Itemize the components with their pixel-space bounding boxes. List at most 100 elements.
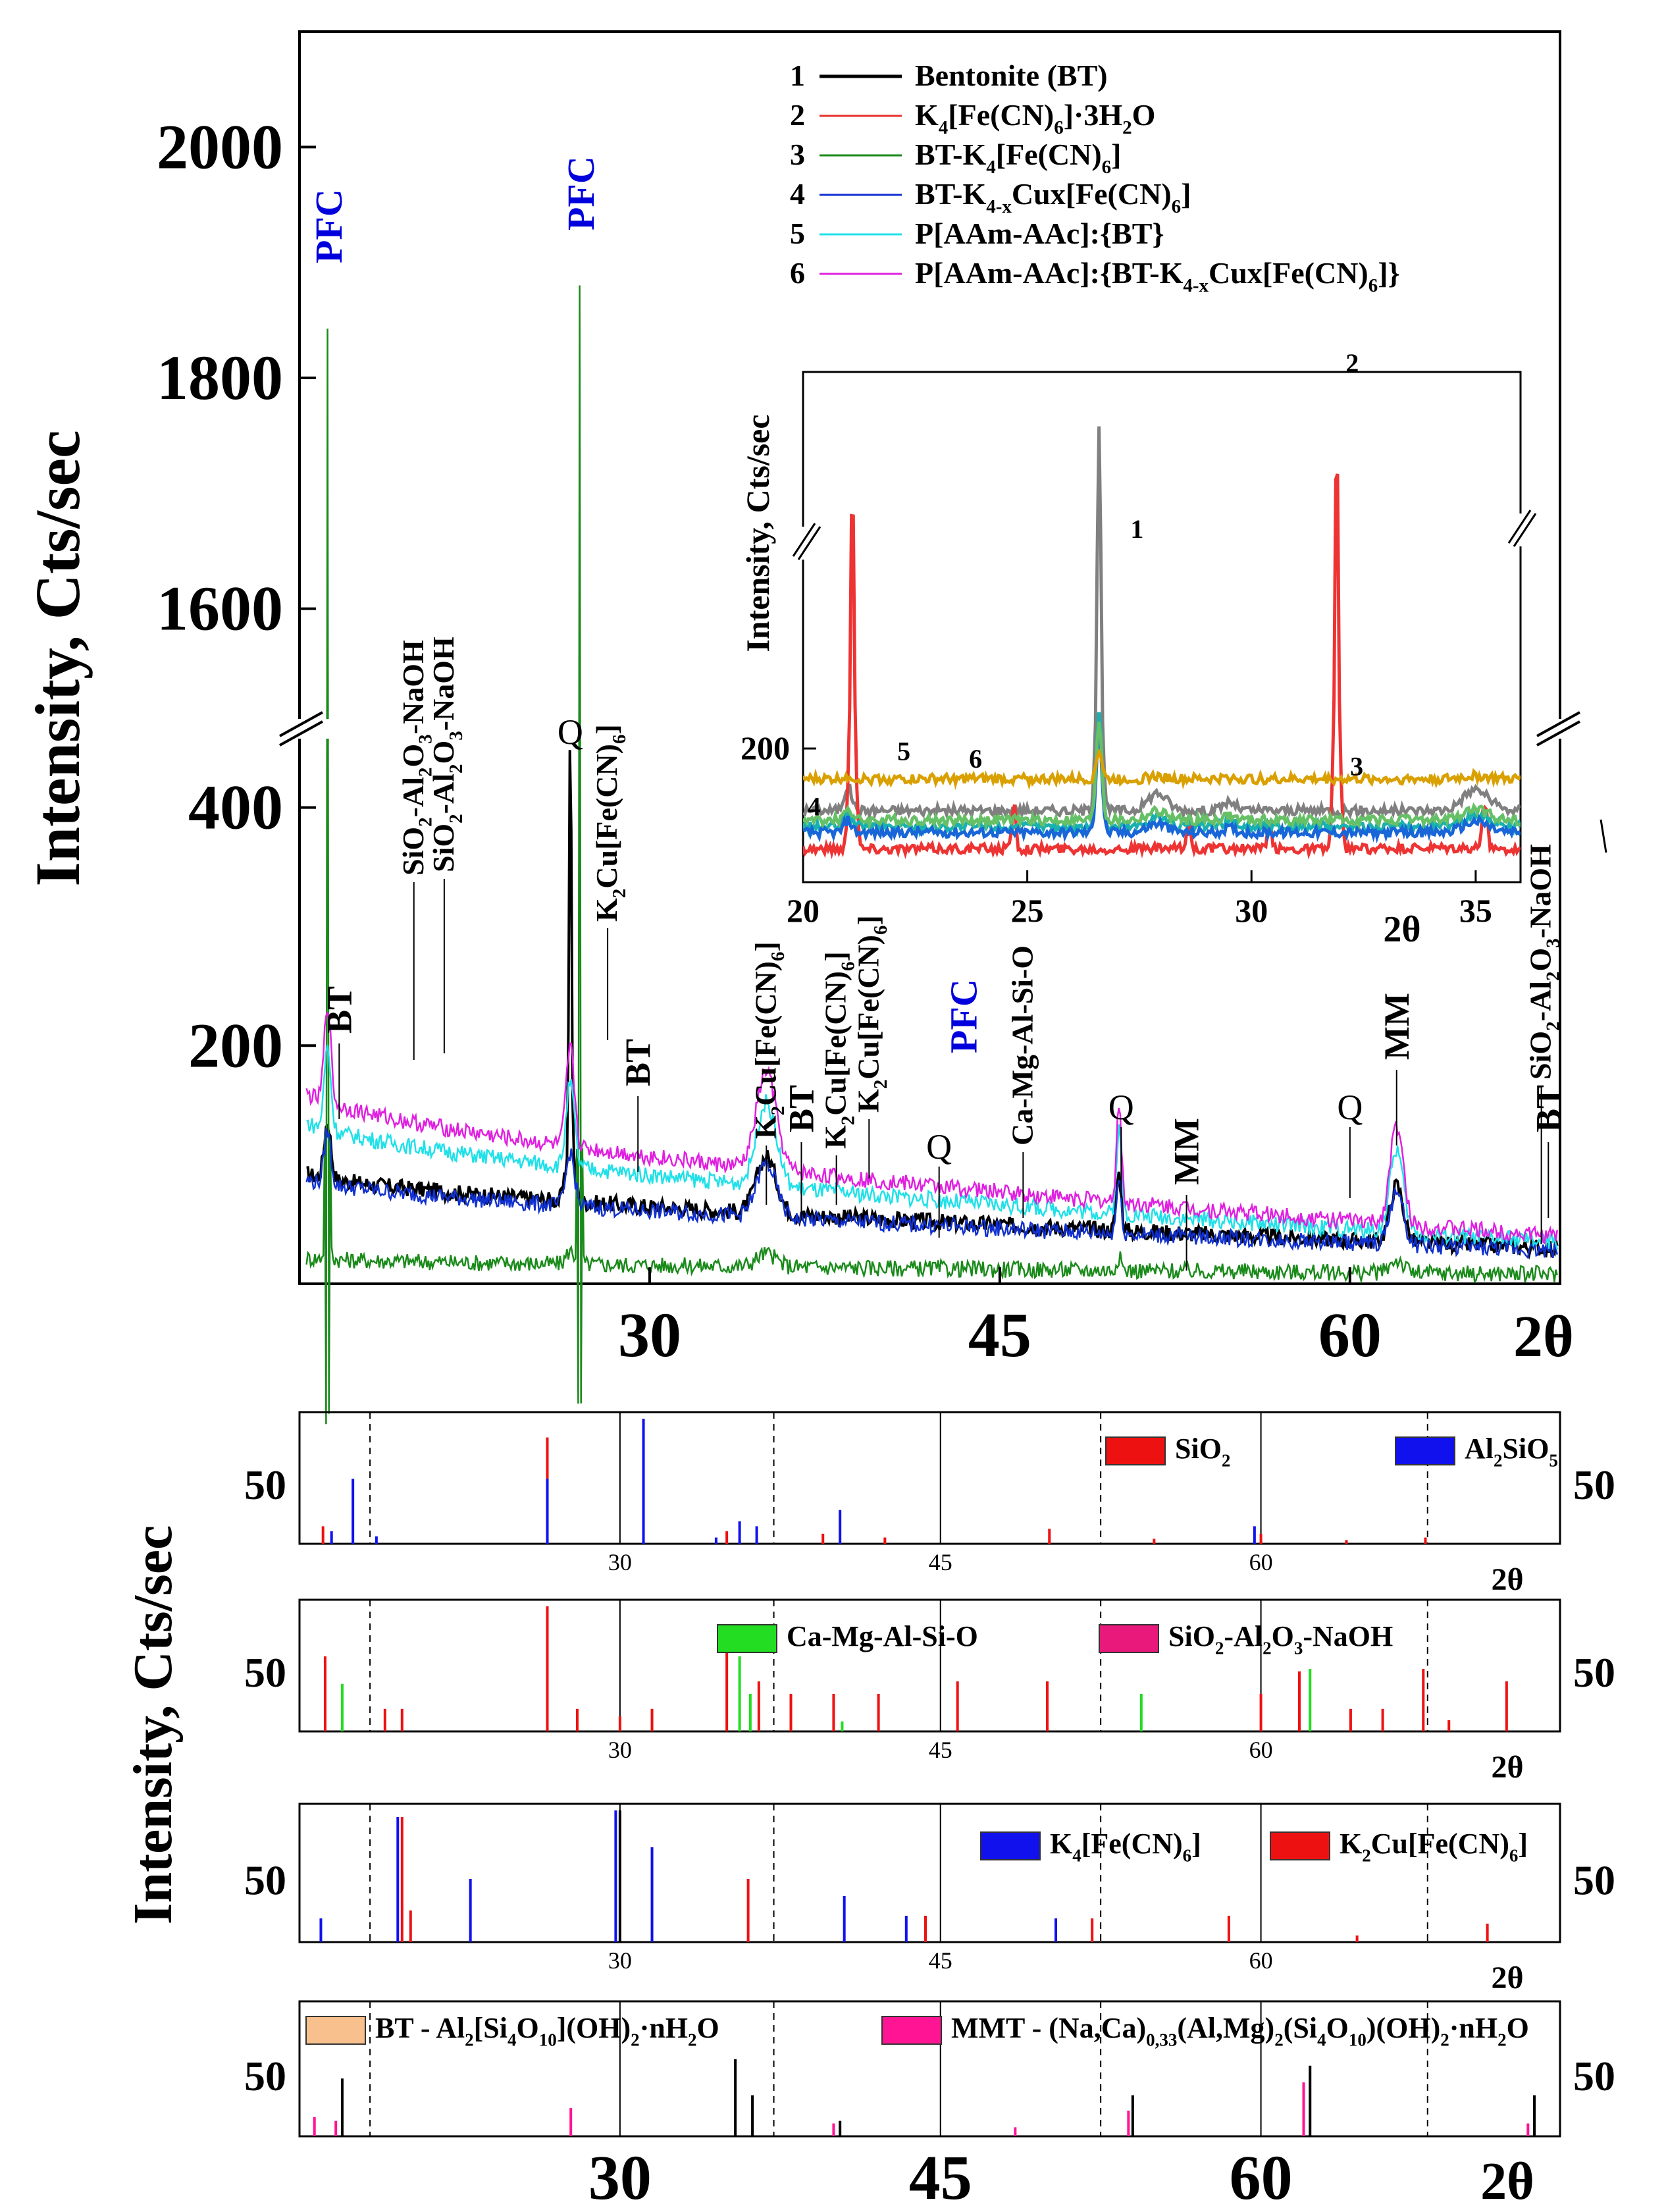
text-span: K [819, 1125, 852, 1149]
annotation-phase: MM [1167, 1118, 1207, 1185]
annotation-formula: Ca-Mg-Al-Si-O [1005, 945, 1039, 1146]
series-line-4 [305, 1011, 1558, 1245]
text-span: -NaOH [1303, 1620, 1393, 1652]
subscript-text: 3 [1543, 938, 1564, 948]
reference-legend-label: Al2​SiO5​ [1465, 1433, 1558, 1470]
subscript-text: 2 [688, 2030, 697, 2049]
annotation-label: Q [1337, 1088, 1363, 1127]
inset-plot-frame [802, 371, 1522, 883]
subscript-text: 4 [508, 2030, 517, 2049]
subscript-text: 2 [415, 817, 436, 827]
inset-series-line-3 [803, 712, 1521, 838]
text-span: SiO [1168, 1620, 1215, 1652]
text-span: ·nH [640, 2012, 688, 2044]
x-tick-label: 30 [618, 1300, 681, 1370]
main-x-ticks: 30 45 60 [618, 1267, 1382, 1370]
reference-y-tick-label-left: 50 [244, 1857, 286, 1904]
text-span: [Si [474, 2012, 508, 2044]
subscript-text: 4 [1317, 2030, 1326, 2049]
subscript-text: 4-x [986, 196, 1012, 217]
legend-number: 3 [790, 138, 805, 171]
text-span: BT-K [915, 177, 986, 211]
annotation-label: Q [926, 1127, 952, 1167]
annotation-label: BT [781, 1085, 821, 1132]
inset-series-line-4 [803, 731, 1521, 844]
text-span: Cu[Fe(CN) [819, 971, 852, 1116]
text-span: K [1340, 1828, 1362, 1860]
text-span: Cu[Fe(CN) [590, 744, 623, 889]
annotation-phase: MM [1377, 993, 1417, 1060]
y-tick-label: 1800 [157, 342, 283, 413]
inset-axis-break-marks [790, 510, 1537, 560]
legend-label: BT-K4​[Fe(CN)6​] [915, 138, 1122, 178]
subscript-text: 2 [1122, 117, 1132, 138]
text-span: -Al [1524, 981, 1557, 1021]
legend-number: 4 [790, 177, 805, 211]
subscript-text: 2 [1222, 1450, 1231, 1470]
text-span: ] [1191, 1828, 1201, 1860]
annotation-label: BT [319, 986, 359, 1034]
reference-x-axis-label: 2θ [1491, 1562, 1523, 1597]
x-tick-label: 45 [968, 1300, 1031, 1370]
legend-label: K4​[Fe(CN)6​]·3H2​O [915, 98, 1155, 138]
annotation-formula: K2​Cu[Fe(CN)6​] [748, 941, 789, 1139]
text-span: SiO [1503, 1433, 1549, 1465]
legend-number: 5 [790, 217, 805, 250]
reference-legend-swatch [980, 1831, 1041, 1860]
text-span: O [427, 741, 460, 764]
peak-annotations: PFCPFCQBTSiO2​-Al2​O3​-NaOHSiO2​-Al2​O3​… [307, 156, 1568, 1271]
text-span: -NaOH [427, 637, 460, 731]
subscript-text: 2 [631, 2030, 640, 2049]
inset-series-label: 5 [897, 736, 910, 766]
subscript-text: 2 [1543, 972, 1564, 982]
text-span: ](OH) [557, 2012, 631, 2044]
reference-x-tick-label: 45 [929, 1737, 952, 1763]
annotation-phase: BT [618, 1039, 658, 1086]
reference-x-tick-label: 60 [1249, 1737, 1273, 1763]
text-span: O [1272, 1620, 1294, 1652]
reference-legend-label: SiO2​ [1175, 1433, 1230, 1470]
text-span: K [590, 898, 623, 922]
text-span: SiO [396, 827, 430, 876]
subscript-text: 2 [1263, 1638, 1272, 1658]
subscript-text: 2 [446, 814, 467, 824]
inset-series-labels: 1 2 3 4 5 6 [808, 348, 1363, 822]
text-span: ] [1181, 177, 1191, 211]
inset-series-label: 2 [1345, 348, 1359, 378]
text-span: -Al [1224, 1620, 1263, 1652]
text-span: Cux[Fe(CN) [1012, 177, 1172, 211]
subscript-text: 6 [838, 962, 859, 972]
subscript-text: 2 [1543, 1021, 1564, 1031]
subscript-text: 10 [1349, 2030, 1367, 2049]
legend-number: 1 [790, 59, 805, 92]
legend-number: 2 [790, 98, 805, 132]
annotation-label: SiO2​-Al2​O3​-NaOH [396, 640, 436, 876]
annotation-label: Q [558, 712, 583, 752]
reference-y-tick-label-left: 50 [244, 1462, 286, 1508]
text-span: Ca-Mg-Al-Si-O [1005, 945, 1039, 1146]
main-y-axis-label: Intensity, Cts/sec [22, 430, 93, 886]
annotation-formula: K2​Cu[Fe(CN)6​] [590, 724, 630, 922]
subscript-text: 4 [986, 157, 996, 178]
reference-frame [298, 1598, 1561, 1733]
reference-frame [298, 1411, 1561, 1545]
subscript-text: 2 [1215, 1638, 1224, 1658]
inset-chart: 20 25 30 35 200 Intensity, Cts/sec 2θ 1 2 3 4 5 6 [739, 348, 1537, 950]
reference-panel-2: 30 45 60 50 50 2θ Ca-Mg-Al-Si-O SiO2​-Al2​O3​-N… [244, 1598, 1615, 1785]
text-span: BT-K [915, 138, 986, 171]
reference-panels: 30456050502θSiO2​Al2​SiO5​30456050502θCa… [244, 1411, 1615, 2212]
subscript-text: 2 [838, 1116, 859, 1126]
inset-series-line-6 [803, 748, 1521, 791]
subscript-text: 2 [1497, 2030, 1507, 2049]
text-span: Cu[Fe(CN) [851, 935, 885, 1080]
text-span: -Al [396, 777, 430, 817]
annotation-label: Q [1108, 1088, 1134, 1127]
reference-frame [298, 1803, 1561, 1943]
reference-legend-swatch [1105, 1436, 1166, 1465]
legend-label: Bentonite (BT) [915, 59, 1108, 92]
text-span: (Si [1284, 2012, 1317, 2044]
annotation-label: MM [1167, 1118, 1207, 1185]
text-span: O [1524, 948, 1557, 972]
reference-x-axis-label: 2θ [1480, 2153, 1534, 2211]
annotation-label: MM [1377, 993, 1417, 1060]
